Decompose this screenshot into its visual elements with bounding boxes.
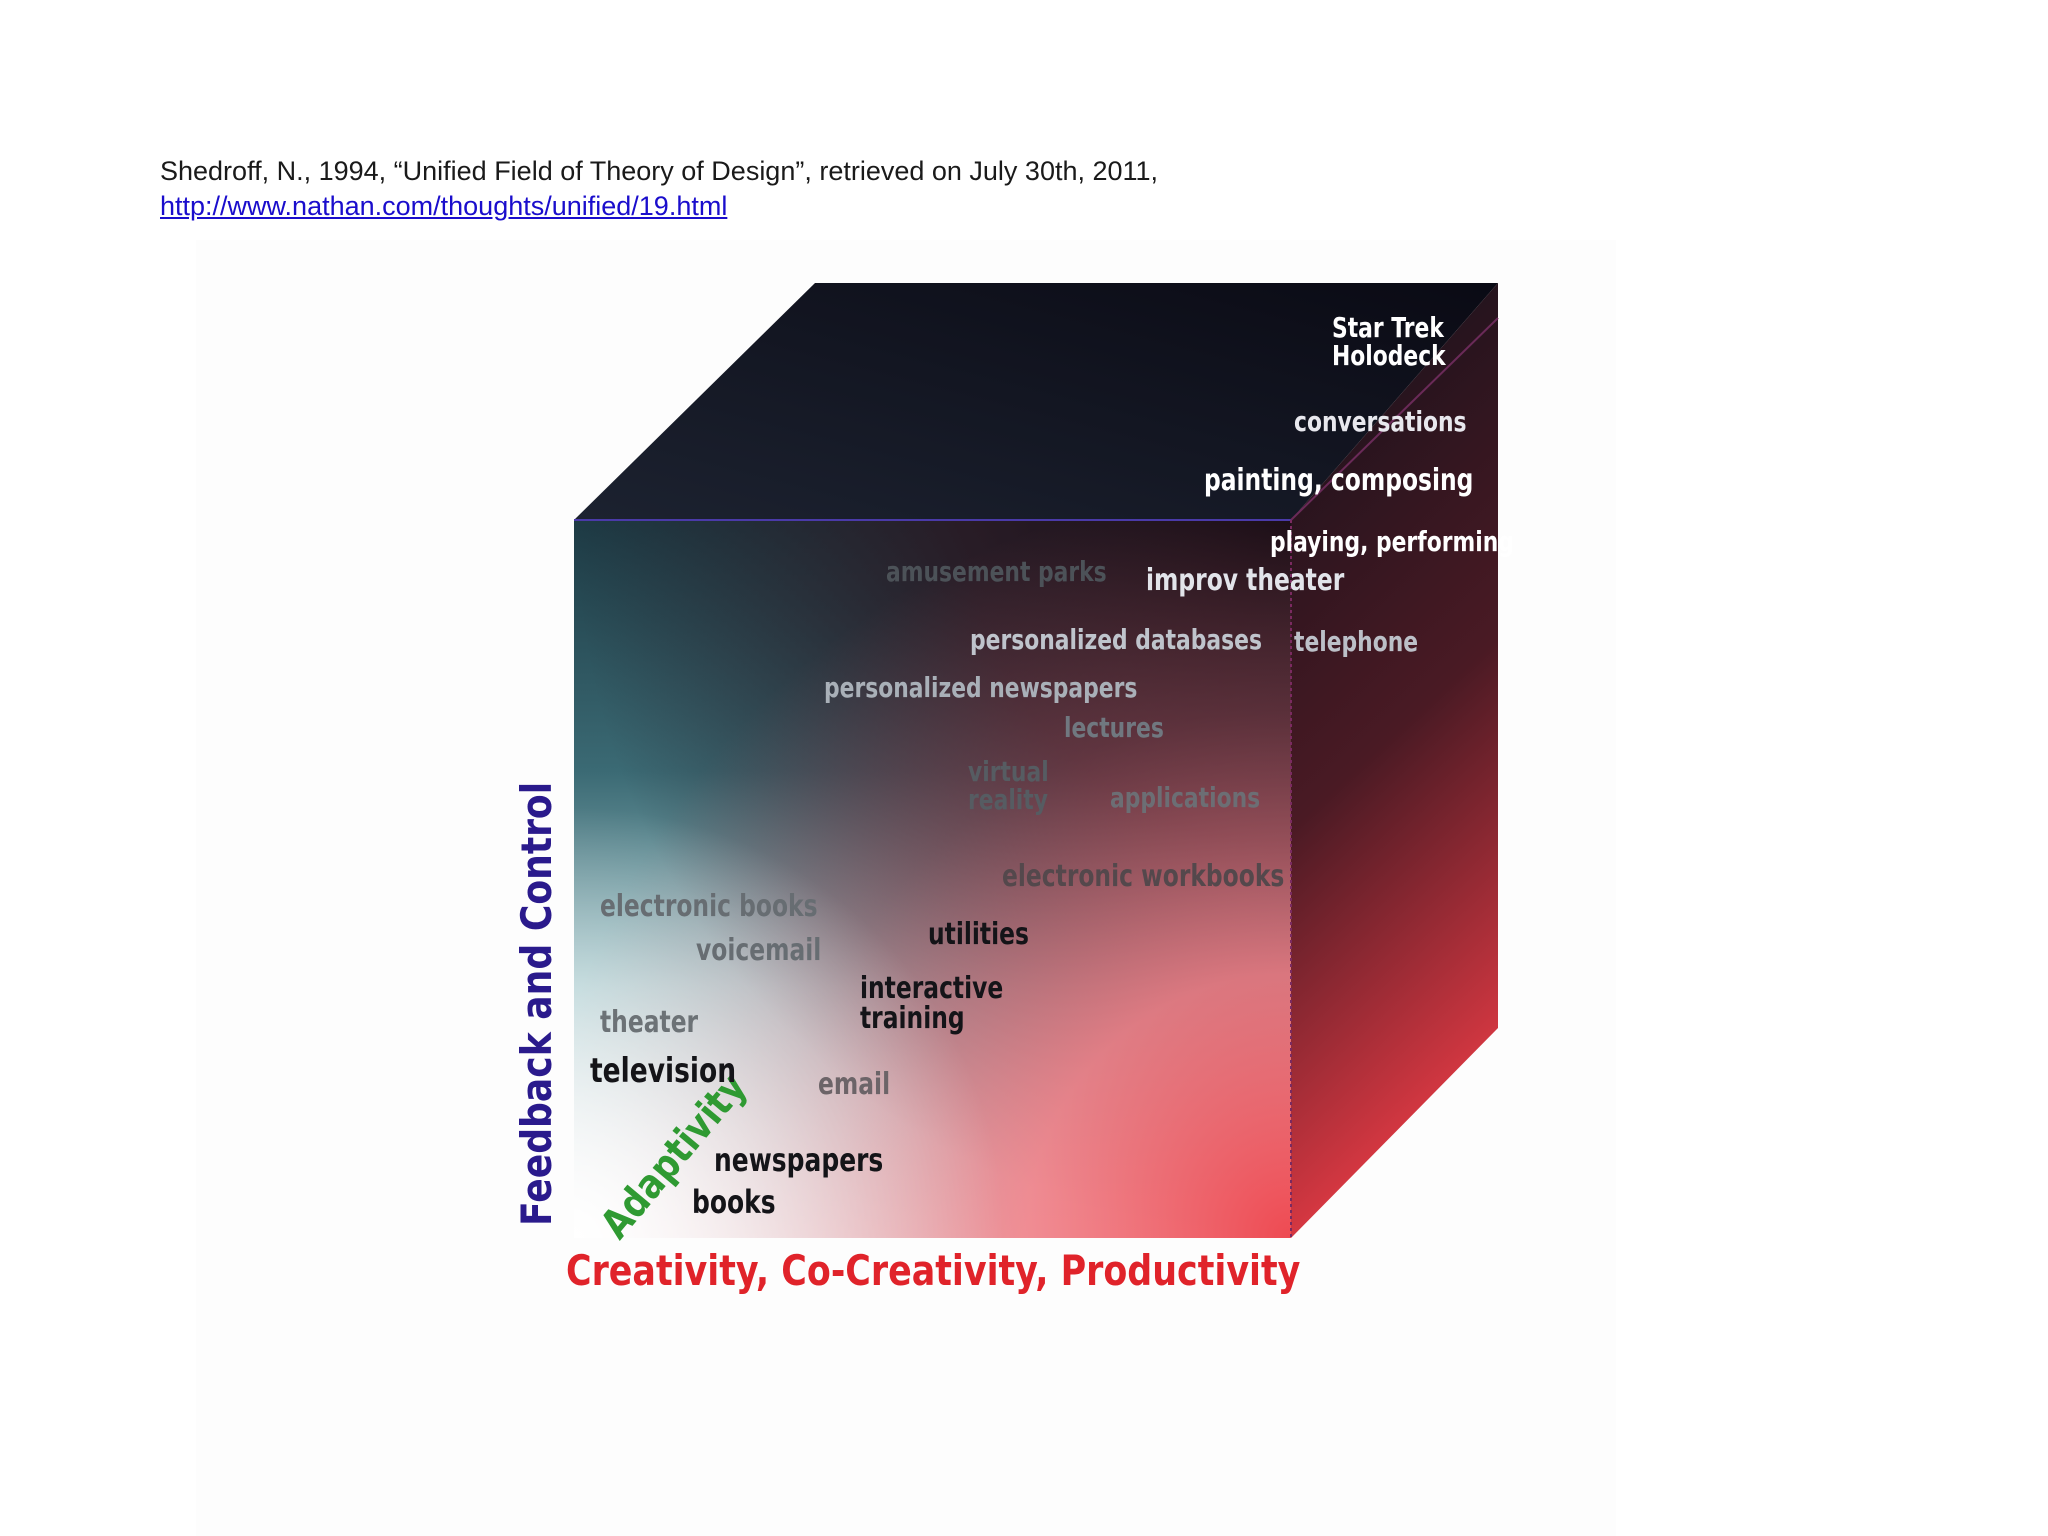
item-electronic-workbooks: electronic workbooks: [1002, 859, 1285, 894]
item-playing-performing: playing, performing: [1270, 525, 1514, 558]
item-conversations: conversations: [1294, 405, 1467, 438]
item-improv-theater: improv theater: [1146, 563, 1345, 598]
item-applications: applications: [1110, 781, 1261, 814]
citation-text: Shedroff, N., 1994, “Unified Field of Th…: [160, 156, 1159, 186]
cube-side-face: [1291, 283, 1498, 1238]
item-telephone: telephone: [1294, 625, 1419, 658]
item-newspapers: newspapers: [714, 1141, 884, 1179]
feedback-control-axis-label: Feedback and Control: [512, 781, 561, 1226]
item-electronic-books: electronic books: [600, 889, 818, 924]
cube-edge-diagonal: [1290, 317, 1499, 521]
item-personalized-newspapers: personalized newspapers: [824, 671, 1138, 704]
creativity-axis-label: Creativity, Co-Creativity, Productivity: [566, 1246, 1301, 1295]
citation: Shedroff, N., 1994, “Unified Field of Th…: [160, 154, 1158, 224]
item-virtual-reality: virtual reality: [968, 755, 1049, 816]
item-voicemail: voicemail: [696, 933, 822, 968]
item-television: television: [590, 1051, 737, 1091]
citation-link[interactable]: http://www.nathan.com/thoughts/unified/1…: [160, 191, 728, 221]
item-painting-composing: painting, composing: [1204, 463, 1474, 498]
item-personalized-databases: personalized databases: [970, 623, 1262, 656]
item-star-trek-holodeck: Star Trek Holodeck: [1332, 311, 1446, 372]
item-lectures: lectures: [1064, 711, 1164, 744]
item-utilities: utilities: [928, 917, 1029, 952]
item-email: email: [818, 1067, 891, 1102]
item-books: books: [692, 1183, 776, 1221]
cube-top-face: [574, 283, 1498, 520]
item-interactive-training: interactive training: [860, 971, 1004, 1036]
item-amusement-parks: amusement parks: [886, 555, 1107, 588]
item-theater: theater: [600, 1005, 699, 1040]
